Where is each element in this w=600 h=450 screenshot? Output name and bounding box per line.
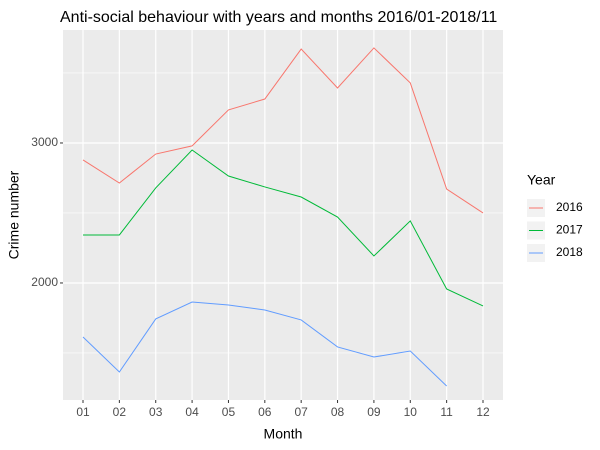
y-tick-label: 3000 [31, 135, 58, 149]
x-tick-label: 08 [331, 405, 345, 419]
x-tick-label: 10 [404, 405, 418, 419]
x-tick-label: 12 [476, 405, 490, 419]
x-tick-label: 09 [367, 405, 381, 419]
x-tick-label: 05 [222, 405, 236, 419]
x-tick-label: 11 [440, 405, 453, 419]
y-axis-label: Crime number [6, 170, 22, 259]
series-line [82, 301, 447, 387]
x-tick-label: 06 [258, 405, 272, 419]
x-tick-label: 04 [185, 405, 199, 419]
x-tick-label: 07 [295, 405, 309, 419]
x-tick-label: 02 [113, 405, 127, 419]
legend-label: 2018 [556, 245, 583, 259]
x-tick-label: 01 [76, 405, 90, 419]
y-tick-label: 2000 [31, 275, 58, 289]
chart-title: Anti-social behaviour with years and mon… [60, 9, 497, 26]
x-axis-label: Month [264, 426, 303, 442]
legend-title: Year [527, 172, 556, 188]
legend-label: 2017 [556, 223, 583, 237]
legend-label: 2016 [556, 200, 583, 214]
plot-background [63, 30, 503, 400]
series-line [82, 47, 484, 214]
series-line [83, 149, 484, 307]
x-tick-label: 03 [149, 405, 163, 419]
